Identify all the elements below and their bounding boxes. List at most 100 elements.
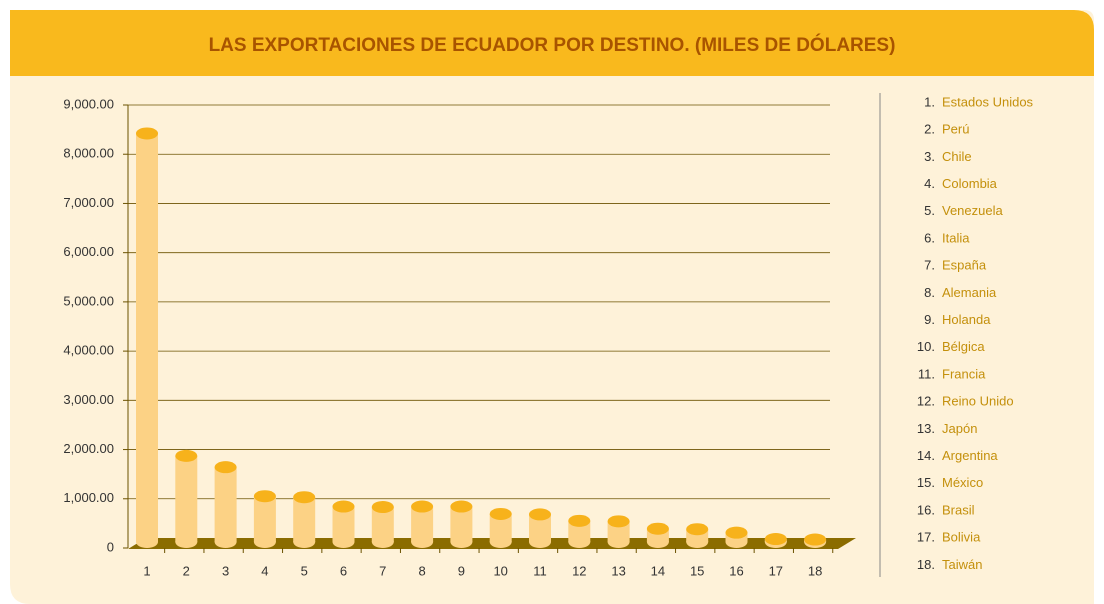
bar-top xyxy=(175,449,198,462)
y-tick-label: 2,000.00 xyxy=(63,441,114,456)
bar xyxy=(253,490,276,548)
x-tick-label: 1 xyxy=(143,563,150,578)
x-tick-label: 2 xyxy=(183,563,190,578)
y-tick-label: 5,000.00 xyxy=(63,293,114,308)
bar xyxy=(529,508,551,548)
x-tick-label: 18 xyxy=(808,563,822,578)
legend-name: México xyxy=(942,475,983,490)
bar-body xyxy=(253,496,276,542)
bar xyxy=(450,500,473,548)
legend-number: 2. xyxy=(924,122,935,137)
x-tick-label: 8 xyxy=(418,563,425,578)
bar-top xyxy=(489,507,512,520)
legend-name: Francia xyxy=(942,366,986,381)
legend-name: Colombia xyxy=(942,176,998,191)
header xyxy=(10,10,1094,76)
bar-top xyxy=(646,522,669,535)
legend-name: Venezuela xyxy=(942,203,1003,218)
x-tick-label: 7 xyxy=(379,563,386,578)
y-tick-label: 8,000.00 xyxy=(63,146,114,161)
legend-number: 3. xyxy=(924,149,935,164)
bar-body xyxy=(489,513,512,542)
bar-body xyxy=(371,507,394,542)
x-tick-label: 10 xyxy=(493,563,507,578)
bar-top xyxy=(136,127,158,140)
bar xyxy=(371,501,394,548)
legend-name: Brasil xyxy=(942,502,975,517)
bar xyxy=(489,507,512,548)
bar-body xyxy=(450,506,473,542)
x-tick-label: 3 xyxy=(222,563,229,578)
legend-number: 12. xyxy=(917,394,935,409)
bar xyxy=(725,526,748,548)
bar-top xyxy=(607,515,630,528)
legend-name: Holanda xyxy=(942,312,991,327)
x-tick-label: 13 xyxy=(611,563,625,578)
x-tick-label: 11 xyxy=(533,563,547,578)
bar xyxy=(175,449,198,548)
bar-body xyxy=(293,497,316,542)
legend-name: Japón xyxy=(942,421,977,436)
bar-top xyxy=(214,461,237,474)
bar-top xyxy=(686,523,709,536)
x-tick-label: 12 xyxy=(572,563,586,578)
legend-number: 17. xyxy=(917,530,935,545)
legend-name: España xyxy=(942,258,987,273)
bar-top xyxy=(293,491,316,504)
legend-number: 9. xyxy=(924,312,935,327)
bar xyxy=(646,522,669,548)
legend-number: 6. xyxy=(924,230,935,245)
y-tick-label: 4,000.00 xyxy=(63,343,114,358)
bar-body xyxy=(568,520,591,542)
legend-name: Italia xyxy=(942,230,970,245)
legend-number: 16. xyxy=(917,502,935,517)
legend-name: Bolivia xyxy=(942,530,981,545)
bar-top xyxy=(725,526,748,539)
bar-body xyxy=(214,467,237,542)
legend-number: 10. xyxy=(917,339,935,354)
bar-top xyxy=(804,533,827,546)
legend-number: 13. xyxy=(917,421,935,436)
bar-body xyxy=(411,506,434,542)
legend-number: 4. xyxy=(924,176,935,191)
y-tick-label: 0 xyxy=(107,539,114,554)
y-tick-label: 3,000.00 xyxy=(63,392,114,407)
legend-name: Chile xyxy=(942,149,972,164)
legend-number: 11. xyxy=(918,366,935,381)
x-tick-label: 14 xyxy=(651,563,665,578)
legend-name: Argentina xyxy=(942,448,998,463)
bar xyxy=(214,461,237,548)
x-tick-label: 9 xyxy=(458,563,465,578)
bar xyxy=(332,500,355,548)
legend-number: 14. xyxy=(917,448,935,463)
x-tick-label: 4 xyxy=(261,563,268,578)
legend-name: Bélgica xyxy=(942,339,985,354)
bar-body xyxy=(136,133,158,542)
legend-name: Perú xyxy=(942,122,969,137)
y-tick-label: 7,000.00 xyxy=(63,195,114,210)
x-tick-label: 5 xyxy=(301,563,308,578)
bar xyxy=(411,500,434,548)
legend-name: Alemania xyxy=(942,285,997,300)
bar-body xyxy=(332,506,355,542)
bar xyxy=(804,533,827,548)
bar-top xyxy=(568,514,591,527)
legend-name: Estados Unidos xyxy=(942,94,1034,109)
bar-body xyxy=(529,514,551,542)
bar-body xyxy=(175,455,198,542)
bar xyxy=(136,127,158,548)
bar xyxy=(607,515,630,548)
x-tick-label: 16 xyxy=(729,563,743,578)
bar-top xyxy=(332,500,355,513)
bar-top xyxy=(411,500,434,513)
legend-number: 18. xyxy=(917,557,935,572)
chart-title: LAS EXPORTACIONES DE ECUADOR POR DESTINO… xyxy=(209,34,896,56)
legend-name: Taiwán xyxy=(942,557,982,572)
legend-number: 8. xyxy=(924,285,935,300)
bar xyxy=(686,523,709,548)
legend-number: 1. xyxy=(924,94,935,109)
legend-number: 15. xyxy=(917,475,935,490)
legend-number: 5. xyxy=(924,203,935,218)
legend-name: Reino Unido xyxy=(942,394,1014,409)
